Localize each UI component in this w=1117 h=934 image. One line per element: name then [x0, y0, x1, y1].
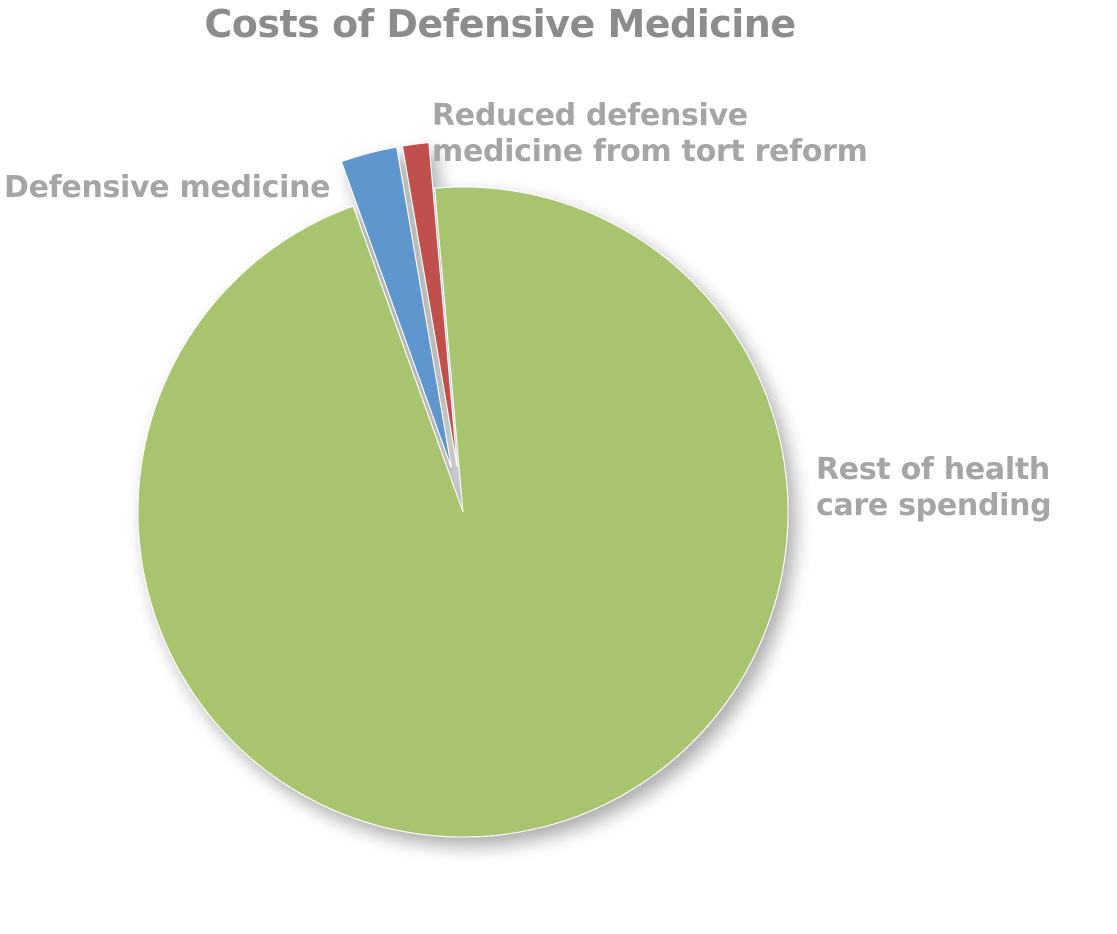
slice-label-rest-of-health-care-spending: Rest of health care spending	[816, 452, 1052, 523]
pie-slice-reduced-defensive-medicine-from-tort-reform	[401, 142, 458, 467]
pie-slice-rest-of-health-care-spending	[137, 186, 789, 838]
slice-label-reduced-defensive-medicine: Reduced defensive medicine from tort ref…	[432, 98, 868, 169]
chart-title: Costs of Defensive Medicine	[204, 2, 796, 46]
pie-slice-defensive-medicine	[340, 146, 452, 468]
slice-label-defensive-medicine: Defensive medicine	[4, 170, 331, 205]
